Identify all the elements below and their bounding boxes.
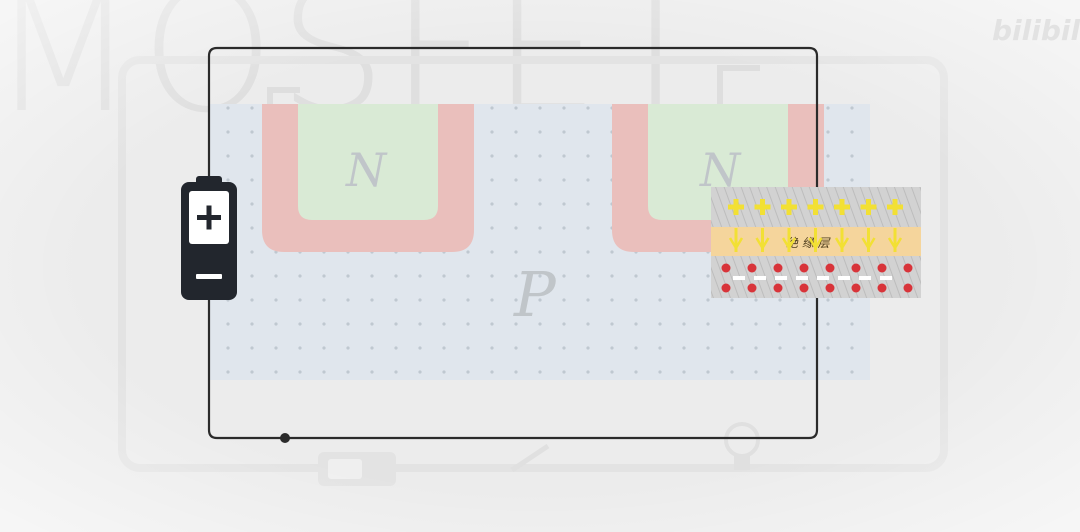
positive-charge [860, 199, 877, 215]
bilibili-watermark: bilibili [992, 14, 1080, 47]
electron-dot-bottom [747, 283, 757, 293]
positive-charge-row [728, 199, 903, 215]
electron-dot-bottom [799, 283, 809, 293]
positive-charge [754, 199, 771, 215]
electron-dot-top [825, 263, 835, 273]
battery-positive-symbol [197, 205, 221, 230]
positive-charge [728, 199, 744, 215]
field-arrow [861, 228, 876, 252]
electron-dot-bottom [877, 283, 887, 293]
electron-dot-bottom [825, 283, 835, 293]
electron-dot-top [721, 263, 731, 273]
capacitor-charge-inset: 绝 缘 层 [711, 187, 921, 298]
electron-dot-top [903, 263, 913, 273]
positive-charge [807, 199, 824, 215]
negative-charge [733, 276, 745, 280]
field-arrow-row [728, 228, 903, 252]
battery-negative-symbol [196, 274, 222, 279]
electron-dot-bottom [851, 283, 861, 293]
field-arrow [887, 228, 903, 252]
field-arrow [834, 228, 850, 252]
circuit-wire [207, 46, 819, 440]
positive-charge [887, 199, 903, 215]
electron-dot-bottom [721, 283, 731, 293]
electron-row [721, 263, 913, 293]
battery [181, 176, 237, 300]
electron-dot-top [877, 263, 887, 273]
circuit-junction-dot [280, 433, 290, 443]
electron-dot-top [799, 263, 809, 273]
electron-dot-top [773, 263, 783, 273]
electron-dot-bottom [903, 283, 913, 293]
electron-dot-bottom [773, 283, 783, 293]
negative-charge [754, 276, 766, 280]
positive-charge [834, 199, 850, 215]
electron-dot-top [747, 263, 757, 273]
positive-charge [781, 199, 797, 215]
electron-dot-top [851, 263, 861, 273]
negative-charge [817, 276, 829, 280]
negative-charge [796, 276, 808, 280]
negative-charge [859, 276, 871, 280]
field-arrow [781, 228, 797, 252]
negative-charge [880, 276, 892, 280]
field-arrow [728, 228, 744, 252]
field-arrow [808, 228, 823, 252]
field-arrow [755, 228, 770, 252]
negative-charge [775, 276, 787, 280]
negative-charge [838, 276, 850, 280]
